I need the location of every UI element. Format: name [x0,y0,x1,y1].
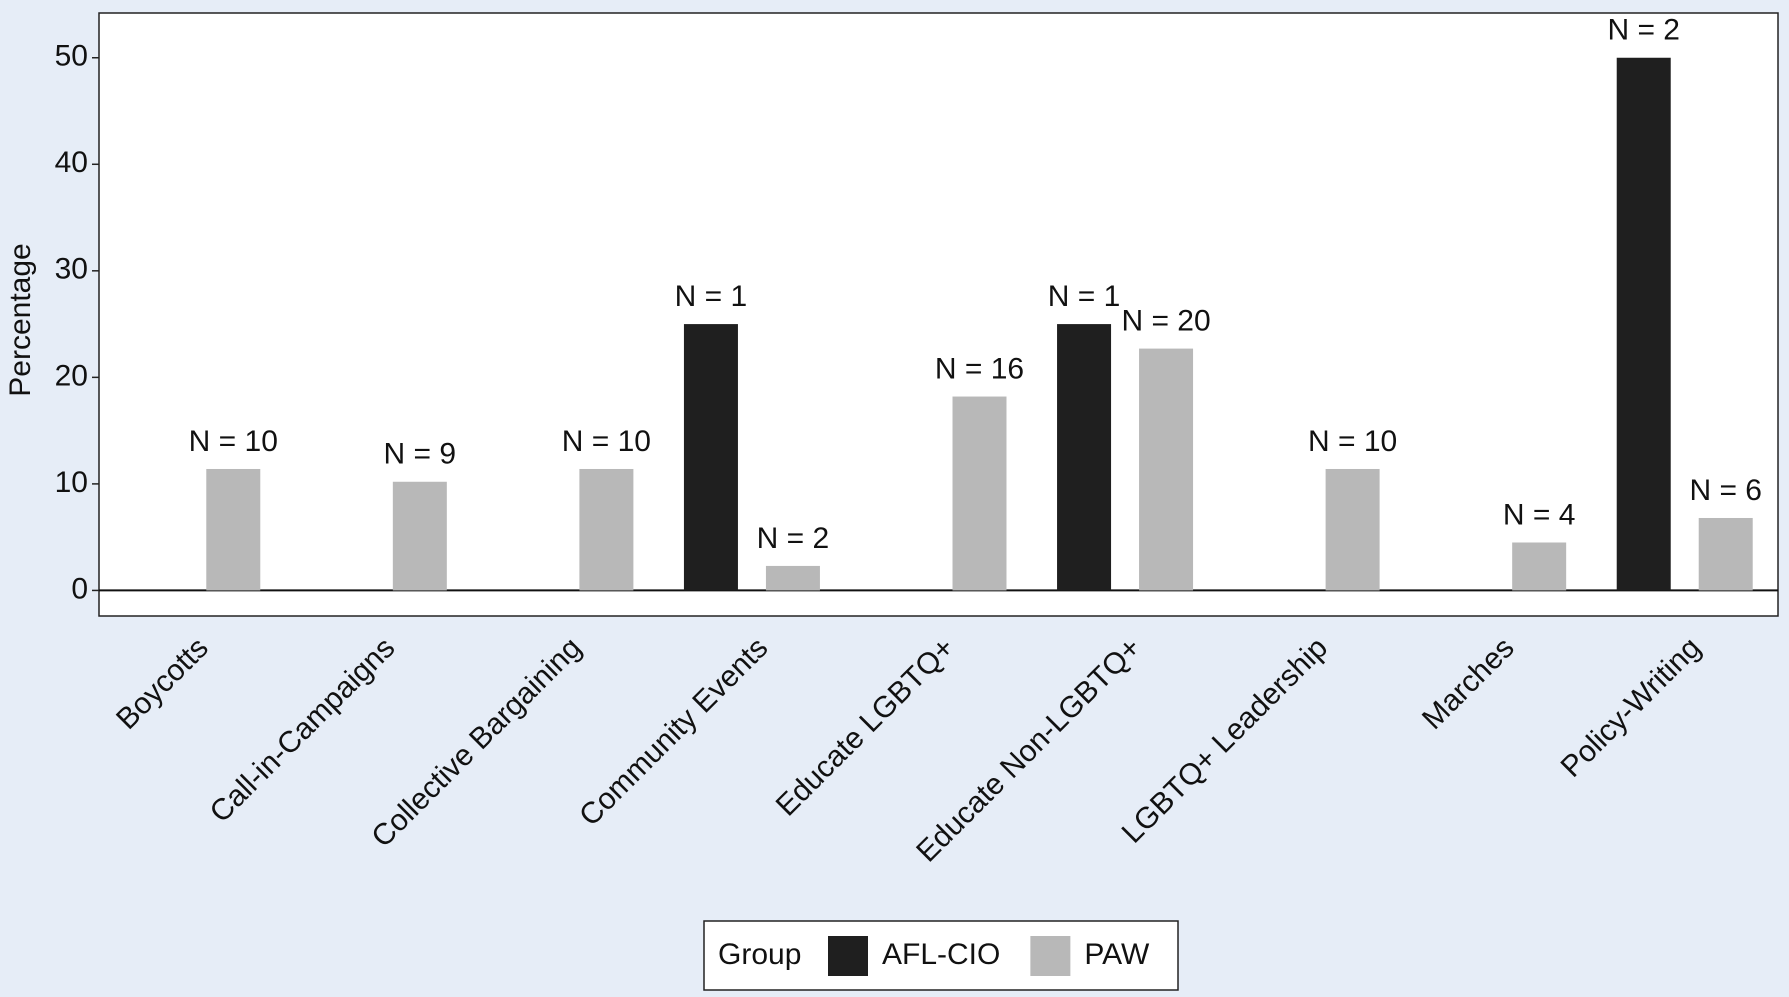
y-tick-label: 30 [55,253,88,286]
bar [206,468,261,591]
bar [1616,57,1671,591]
y-tick-label: 20 [55,359,88,392]
bar [1512,542,1567,591]
legend-label: PAW [1084,938,1150,971]
bar-annotation: N = 10 [562,425,651,458]
y-tick-label: 50 [55,40,88,73]
bar [1057,324,1112,591]
bar [1139,348,1194,591]
bar [392,481,447,591]
bar [1698,517,1753,591]
legend-title: Group [718,938,801,971]
legend-box [703,920,1179,991]
bar-annotation: N = 6 [1689,474,1762,507]
y-tick-label: 40 [55,146,88,179]
bar-annotation: N = 2 [757,522,830,555]
y-axis-label: Percentage [4,243,37,396]
bar-annotation: N = 10 [1308,425,1397,458]
bar-annotation: N = 16 [935,352,1024,385]
bar-annotation: N = 2 [1607,14,1680,47]
y-tick-label: 10 [55,466,88,499]
bar-annotation: N = 9 [384,438,457,471]
bar-annotation: N = 4 [1503,498,1576,531]
bar-annotation: N = 10 [189,425,278,458]
bar [765,565,820,591]
legend-swatch [828,936,868,976]
bar-annotation: N = 1 [1048,280,1121,313]
bar-annotation: N = 1 [675,280,748,313]
bar [952,396,1007,591]
bar [579,468,634,591]
plot-area [98,12,1779,617]
bar-annotation: N = 20 [1121,305,1210,338]
legend-label: AFL-CIO [882,938,1000,971]
bar [683,324,738,591]
y-tick-label: 0 [71,572,88,605]
bar [1325,468,1380,591]
legend-swatch [1030,936,1071,976]
